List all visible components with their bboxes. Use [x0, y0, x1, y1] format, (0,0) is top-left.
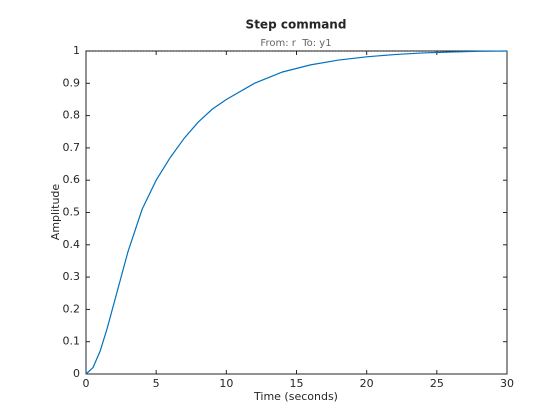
- y-tick-label: 0: [73, 367, 80, 380]
- y-tick-label: 0.3: [63, 270, 81, 283]
- y-tick-label: 0.4: [63, 238, 81, 251]
- x-tick-label: 10: [219, 377, 233, 390]
- x-tick-label: 25: [430, 377, 444, 390]
- axes-box: [85, 50, 508, 375]
- y-tick-label: 0.1: [63, 335, 81, 348]
- y-tick-label: 0.7: [63, 141, 81, 154]
- step-response-line: [85, 50, 508, 375]
- y-tick-label: 0.8: [63, 109, 81, 122]
- x-axis-label: Time (seconds): [253, 390, 338, 403]
- y-tick-label: 0.5: [63, 206, 81, 219]
- x-tick-label: 15: [290, 377, 304, 390]
- x-tick-label: 20: [360, 377, 374, 390]
- chart-title: Step command: [246, 18, 347, 32]
- x-tick-label: 30: [500, 377, 514, 390]
- y-axis-label: Amplitude: [49, 184, 62, 241]
- y-tick-label: 0.2: [63, 302, 81, 315]
- y-tick-label: 0.6: [63, 173, 81, 186]
- x-tick-label: 5: [153, 377, 160, 390]
- y-tick-label: 0.9: [63, 76, 81, 89]
- x-tick-label: 0: [83, 377, 90, 390]
- chart-subtitle: From: r To: y1: [260, 38, 331, 49]
- y-tick-label: 1: [73, 44, 80, 57]
